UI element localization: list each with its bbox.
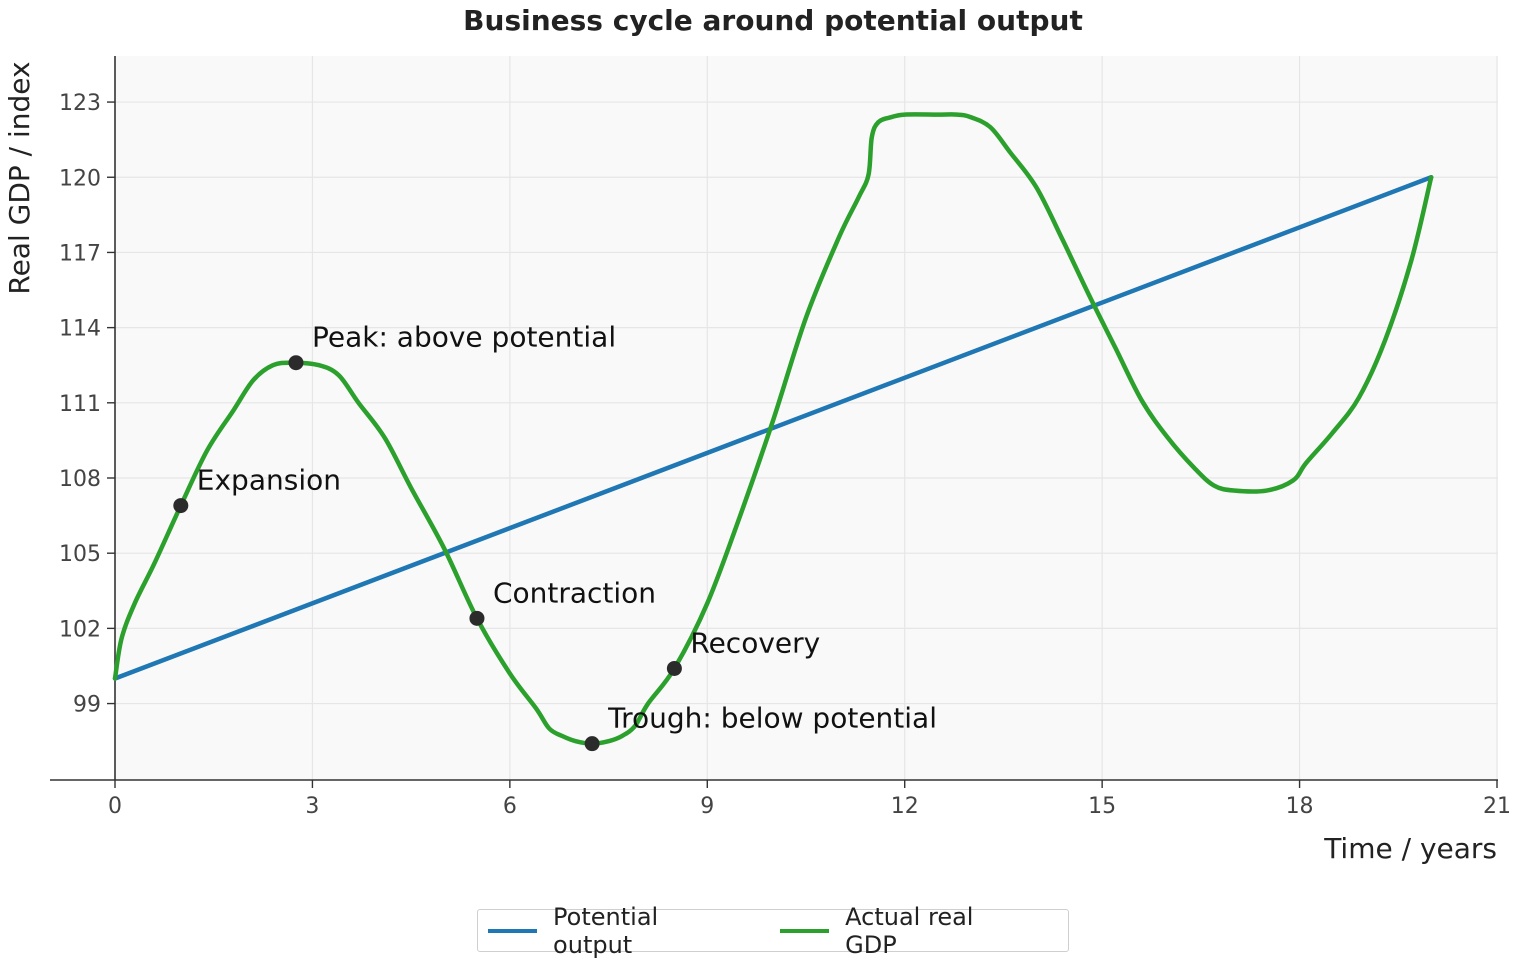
y-tick-label: 114	[59, 317, 101, 342]
x-tick-label: 3	[305, 794, 319, 819]
annotation-label: Contraction	[493, 576, 656, 609]
legend-label-actual-real-gdp: Actual real GDP	[845, 902, 974, 959]
y-tick-label: 105	[59, 542, 101, 567]
potential-output-line	[112, 175, 1434, 681]
x-tick-label: 18	[1286, 794, 1314, 819]
y-tick-label: 120	[59, 166, 101, 191]
annotation-marker	[173, 498, 189, 514]
x-tick-label: 12	[891, 794, 919, 819]
x-tick-label: 15	[1088, 794, 1116, 819]
legend: Potential output Actual real GDP	[477, 903, 1069, 959]
annotation-label: Trough: below potential	[607, 702, 937, 735]
x-tick-label: 9	[700, 794, 714, 819]
x-tick-label: 0	[108, 794, 122, 819]
annotation-marker	[288, 355, 304, 371]
plot-area	[115, 56, 1498, 780]
x-axis-label: Time / years	[1323, 832, 1497, 865]
y-axis-label: Real GDP / index	[3, 61, 36, 294]
legend-label-potential-output: Potential output	[553, 902, 659, 959]
y-tick-label: 117	[59, 241, 101, 266]
x-tick-label: 6	[503, 794, 517, 819]
legend-item-potential-output: Potential output	[488, 903, 734, 959]
annotation-marker	[584, 736, 600, 752]
grid-lines	[115, 56, 1498, 780]
y-tick-label: 102	[59, 617, 101, 642]
y-tick-label: 123	[59, 91, 101, 116]
y-tick-label: 108	[59, 467, 101, 492]
axes: 0 3 6 9 12 15 18 21 99 102 105 108 111 114 117 120 123	[50, 56, 1511, 819]
annotation-marker	[469, 610, 485, 626]
legend-swatch-potential-output	[488, 928, 538, 933]
chart-title: Business cycle around potential output	[463, 4, 1083, 37]
legend-swatch-actual-real-gdp	[780, 928, 830, 933]
y-tick-label: 111	[59, 392, 101, 417]
y-tick-label: 99	[73, 693, 101, 718]
annotation-label: Peak: above potential	[312, 321, 616, 354]
actual-real-gdp-line	[112, 112, 1434, 746]
annotation-marker	[666, 660, 682, 676]
annotation-label: Expansion	[197, 464, 341, 497]
series-layer	[112, 112, 1434, 746]
annotation-label: Recovery	[690, 626, 820, 659]
x-tick-label: 21	[1483, 794, 1511, 819]
annotation-layer: Expansion Peak: above potential Contractio…	[173, 321, 937, 752]
legend-item-actual-real-gdp: Actual real GDP	[780, 903, 1022, 959]
